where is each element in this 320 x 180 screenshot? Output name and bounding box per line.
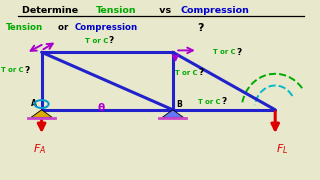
Text: $F_L$: $F_L$ <box>276 142 288 156</box>
Text: ?: ? <box>197 22 203 33</box>
Text: T or C: T or C <box>85 37 108 44</box>
Text: T or C: T or C <box>1 67 23 73</box>
Text: T or C: T or C <box>213 49 235 55</box>
Text: Determine: Determine <box>22 6 81 15</box>
Polygon shape <box>162 110 183 117</box>
Text: T or C: T or C <box>198 99 220 105</box>
Text: B: B <box>177 100 182 109</box>
Text: ?: ? <box>24 66 29 75</box>
Text: Compression: Compression <box>181 6 250 15</box>
Text: vs: vs <box>156 6 174 15</box>
Text: ?: ? <box>199 68 204 77</box>
Text: ?: ? <box>108 36 113 45</box>
Polygon shape <box>31 110 52 117</box>
Text: A: A <box>31 99 37 108</box>
Text: or: or <box>55 22 71 32</box>
Text: θ: θ <box>97 103 104 113</box>
Text: Compression: Compression <box>74 22 137 32</box>
Text: Tension: Tension <box>96 6 137 15</box>
Text: $F_A$: $F_A$ <box>33 142 47 156</box>
Text: T or C: T or C <box>175 70 198 76</box>
Text: Tension: Tension <box>6 22 43 32</box>
Text: ?: ? <box>236 48 241 57</box>
Text: ?: ? <box>221 97 226 106</box>
